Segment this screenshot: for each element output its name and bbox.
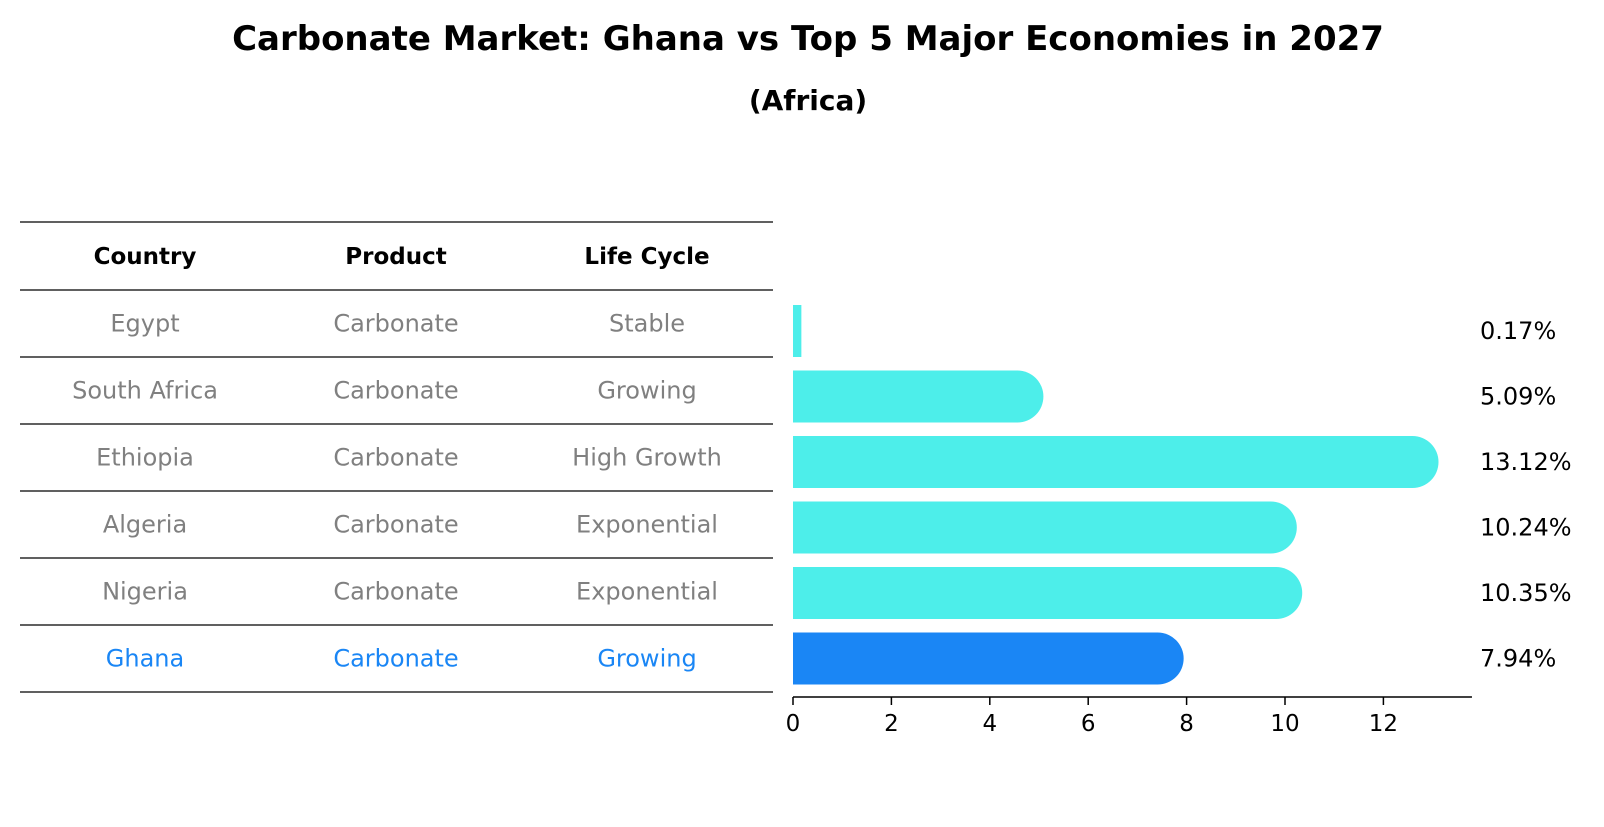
table-header-life-cycle: Life Cycle [584,244,709,270]
table-cell-product: Carbonate [333,377,458,405]
table-cell-country: Ghana [106,645,184,673]
table-row: Ethiopia Carbonate High Growth [96,444,722,472]
table-row: South Africa Carbonate Growing [72,377,697,405]
table-cell-product: Carbonate [333,444,458,472]
bar-value-label: 10.24% [1480,514,1572,542]
x-tick-label: 6 [1081,711,1096,737]
bar-value-label: 7.94% [1480,645,1556,673]
data-table: Country Product Life Cycle Egypt Carbonate St… [20,221,773,693]
bar-group: 5.09% [793,370,1556,423]
table-cell-country: Egypt [110,310,179,338]
table-cell-country: Ethiopia [96,444,194,472]
bar-value-label: 10.35% [1480,579,1572,607]
bar [793,501,1297,554]
table-header-country: Country [94,244,197,270]
bar [793,305,802,357]
x-tick-label: 10 [1270,711,1299,737]
table-row: Egypt Carbonate Stable [110,310,685,338]
table-cell-product: Carbonate [333,511,458,539]
x-tick-label: 8 [1179,711,1194,737]
bar [793,567,1303,619]
x-tick-label: 4 [982,711,997,737]
x-tick-label: 2 [884,711,899,737]
bar-series: 0.17% 5.09% 13.12% 10.24% 10.35% 7.94% [793,305,1572,685]
table-cell-product: Carbonate [333,310,458,338]
bar-value-label: 0.17% [1480,317,1556,345]
x-tick-label: 12 [1369,711,1398,737]
table-cell-life-cycle: High Growth [572,444,722,472]
table-cell-life-cycle: Exponential [576,578,718,606]
x-axis: 0 2 4 6 8 10 12 [786,696,1472,737]
table-cell-life-cycle: Exponential [576,511,718,539]
table-cell-life-cycle: Growing [597,645,696,673]
bar-group: 10.35% [793,567,1572,619]
bar-value-label: 13.12% [1480,448,1572,476]
chart-title: Carbonate Market: Ghana vs Top 5 Major E… [232,19,1384,59]
bar-group: 7.94% [793,632,1556,685]
table-row: Ghana Carbonate Growing [106,645,697,673]
table-cell-country: South Africa [72,377,218,405]
table-cell-country: Nigeria [102,578,188,606]
table-row: Algeria Carbonate Exponential [103,511,718,539]
table-cell-life-cycle: Growing [597,377,696,405]
table-cell-country: Algeria [103,511,187,539]
table-cell-product: Carbonate [333,645,458,673]
bar-group: 10.24% [793,501,1572,554]
bar-group: 13.12% [793,436,1572,488]
table-row: Nigeria Carbonate Exponential [102,578,718,606]
table-cell-life-cycle: Stable [609,310,685,338]
table-cell-product: Carbonate [333,578,458,606]
bar-group: 0.17% [793,305,1556,357]
bar [793,370,1044,423]
bar [793,632,1184,685]
x-tick-label: 0 [786,711,801,737]
chart-subtitle: (Africa) [749,84,867,117]
bar-value-label: 5.09% [1480,383,1556,411]
bar [793,436,1439,488]
table-header-product: Product [345,244,446,270]
